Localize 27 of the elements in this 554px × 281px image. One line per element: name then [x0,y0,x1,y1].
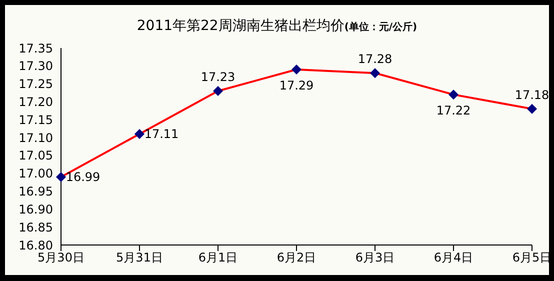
x-tick-label: 6月4日 [434,250,474,265]
y-tick-label: 16.80 [18,238,53,252]
x-tick-label: 6月3日 [355,250,395,265]
data-label: 16.99 [66,170,100,184]
data-label: 17.22 [436,104,471,118]
y-tick-label: 17.10 [18,130,53,145]
x-tick-label: 6月2日 [276,250,316,265]
data-label: 17.23 [200,70,236,84]
chart-title: 2011年第22周湖南生猪出栏均价 [136,18,344,34]
y-tick-label: 17.00 [18,166,53,181]
y-tick-label: 17.25 [18,77,53,92]
y-tick-label: 16.95 [18,184,53,199]
data-label: 17.28 [358,52,392,66]
y-tick-label: 16.90 [18,202,53,216]
x-tick-label: 5月30日 [38,250,84,265]
x-tick-label: 6月1日 [198,250,238,265]
y-tick-label: 17.15 [18,112,53,127]
y-tick-label: 17.20 [18,94,53,109]
y-tick-label: 17.35 [18,41,53,56]
y-tick-label: 17.05 [18,148,53,163]
data-label: 17.18 [514,88,550,102]
y-tick-label: 16.85 [18,220,53,234]
data-label: 17.11 [144,126,179,141]
data-label: 17.29 [279,78,314,92]
chart-subtitle: (单位：元/公斤) [344,22,418,33]
y-tick-label: 17.30 [18,59,53,74]
x-tick-label: 5月31日 [116,250,163,265]
